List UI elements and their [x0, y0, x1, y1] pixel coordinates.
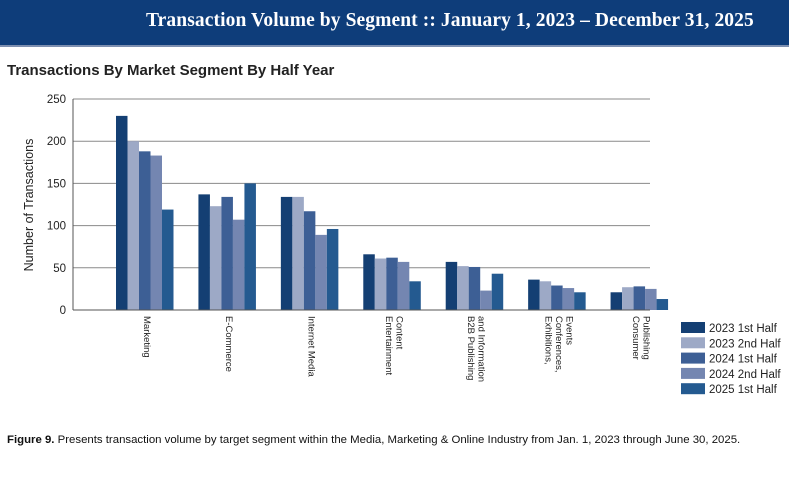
bar: [645, 288, 657, 310]
axes: [72, 99, 650, 311]
legend-swatch: [681, 367, 705, 379]
bar: [551, 285, 563, 310]
chart-title: Transactions By Market Segment By Half Y…: [7, 62, 335, 79]
bar: [303, 211, 316, 310]
legend-label: 2023 2nd Half: [709, 338, 781, 350]
bar: [633, 286, 646, 310]
bar: [198, 194, 210, 310]
bars: [116, 115, 669, 310]
bar: [610, 292, 623, 310]
x-tick-label: B2B Publishing: [465, 316, 476, 380]
bar: [292, 196, 304, 310]
bar: [480, 290, 492, 310]
bar: [409, 281, 421, 310]
legend-swatch: [681, 337, 705, 349]
legend-label: 2024 1st Half: [709, 354, 778, 366]
x-tick-label: Conferences,: [553, 316, 564, 373]
y-tick-label: 0: [60, 305, 66, 317]
legend-label: 2025 1st Half: [709, 384, 778, 396]
caption-text: Presents transaction volume by target se…: [57, 434, 741, 446]
legend: 2023 1st Half 2023 2nd Half 2024 1st Half 2…: [681, 322, 781, 396]
bar: [139, 151, 151, 310]
bar: [326, 228, 339, 310]
legend-swatch: [681, 352, 705, 364]
y-tick-label: 150: [47, 178, 66, 190]
x-tick-label: Marketing: [141, 316, 152, 358]
legend-label: 2024 2nd Half: [709, 369, 781, 381]
y-tick-label: 250: [47, 94, 66, 106]
bar: [244, 183, 256, 310]
bar: [280, 196, 293, 310]
bar: [397, 261, 410, 310]
y-tick-label: 200: [47, 136, 66, 148]
bar: [374, 258, 387, 310]
bar: [221, 196, 233, 310]
bar: [127, 141, 139, 310]
legend-swatch: [681, 383, 705, 395]
header-banner: Transaction Volume by Segment :: January…: [0, 0, 789, 47]
bar: [539, 281, 552, 310]
x-tick-label: Exhibitions,: [542, 316, 553, 365]
bar: [457, 266, 469, 310]
page-title: Transaction Volume by Segment :: January…: [146, 10, 754, 31]
bar: [209, 206, 222, 310]
bar: [468, 266, 481, 310]
y-axis-ticks: 0 50 100 150 200 250: [47, 94, 66, 317]
legend-label: 2023 1st Half: [709, 323, 778, 335]
x-tick-label: Entertainment: [383, 316, 394, 376]
y-tick-label: 100: [47, 221, 66, 233]
x-tick-label: Consumer: [630, 316, 641, 360]
bar: [363, 254, 375, 310]
bar: [232, 219, 245, 310]
bar: [386, 257, 398, 310]
bar: [491, 273, 504, 310]
y-axis-label: Number of Transactions: [22, 139, 36, 272]
x-tick-label: and Information: [476, 316, 487, 382]
y-tick-label: 50: [53, 263, 66, 275]
bar: [315, 234, 327, 310]
x-tick-label: Content: [393, 316, 404, 350]
x-axis-labels: Marketing E-Commerce Internet Media Enterta…: [141, 316, 652, 382]
bar: [562, 288, 575, 310]
bar: [162, 209, 174, 310]
bar: [622, 287, 634, 310]
figure-caption: Figure 9. Presents transaction volume by…: [7, 433, 777, 447]
x-tick-label: Internet Media: [306, 316, 317, 377]
legend-swatch: [681, 322, 705, 333]
bar: [116, 115, 128, 310]
x-tick-label: Publishing: [641, 316, 652, 360]
x-tick-label: Events: [563, 316, 574, 345]
x-tick-label: E-Commerce: [223, 316, 234, 372]
bar: [528, 279, 540, 310]
bar: [150, 155, 162, 310]
bar: [445, 261, 458, 310]
bar: [656, 299, 669, 310]
bar: [574, 292, 586, 310]
caption-label: Figure 9.: [7, 434, 55, 446]
